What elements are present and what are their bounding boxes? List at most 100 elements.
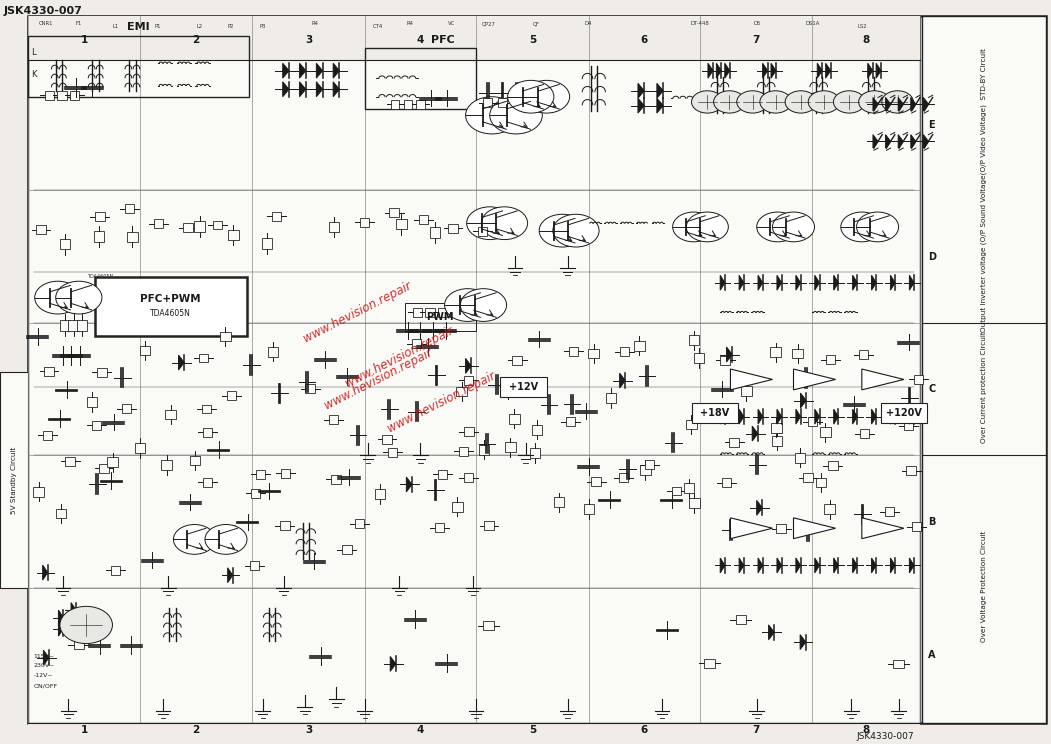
Bar [828,461,838,470]
Bar [203,428,212,437]
Bar [60,320,70,331]
Text: 1: 1 [81,35,87,45]
Polygon shape [466,359,471,373]
Circle shape [553,214,599,247]
Polygon shape [909,558,914,573]
Bar [686,420,697,429]
Bar [404,100,412,109]
Bar [500,377,547,397]
Text: CNR1: CNR1 [39,22,54,26]
Bar [554,498,564,507]
Polygon shape [909,409,914,424]
Circle shape [859,91,890,113]
Polygon shape [758,558,763,573]
Circle shape [757,212,799,242]
Text: L2: L2 [197,24,203,28]
Bar [268,347,279,356]
Bar [95,212,104,221]
Bar [689,498,700,507]
Bar [44,367,54,376]
Text: EMI: EMI [127,22,150,32]
Polygon shape [890,558,895,573]
Text: 2: 2 [192,35,200,45]
Text: E: E [928,120,935,130]
Text: 7: 7 [753,725,760,735]
Polygon shape [283,63,289,78]
Polygon shape [868,63,872,78]
Bar [477,227,487,236]
Text: QF: QF [533,22,539,26]
Circle shape [808,91,840,113]
Polygon shape [59,610,63,625]
Bar [281,469,290,478]
Polygon shape [657,98,663,113]
Bar [127,231,138,242]
Polygon shape [657,83,663,98]
Text: 5: 5 [529,725,536,735]
Text: VC: VC [449,22,455,26]
Bar [74,640,84,649]
Text: TDA4605N: TDA4605N [150,310,191,318]
Bar [619,473,628,482]
Bar [913,375,923,384]
Circle shape [686,212,728,242]
Polygon shape [739,275,744,290]
Bar [452,502,462,512]
Text: DS1A: DS1A [805,22,820,26]
Circle shape [460,289,507,321]
Circle shape [673,212,715,242]
Bar [741,386,751,396]
Bar [56,508,66,518]
Text: L: L [32,48,36,57]
Polygon shape [771,63,776,78]
Bar [359,218,370,227]
Bar [199,353,208,362]
Circle shape [56,281,102,314]
Text: F1: F1 [76,22,82,26]
Polygon shape [777,558,782,573]
Polygon shape [753,426,758,441]
Polygon shape [871,275,877,290]
Polygon shape [909,275,914,290]
Bar [502,385,513,394]
Bar [412,339,421,348]
Text: Over Current protection Circuit: Over Current protection Circuit [981,332,987,443]
Polygon shape [899,97,903,111]
Text: 6: 6 [641,725,647,735]
Bar [704,659,715,668]
Polygon shape [796,275,801,290]
Bar [306,384,315,393]
Bar [592,478,601,487]
Bar [389,208,399,217]
Bar [329,222,339,232]
Text: B: B [928,516,935,527]
Bar [532,425,542,434]
Text: PWM: PWM [427,312,454,322]
Bar [280,522,289,530]
Polygon shape [316,82,323,97]
Polygon shape [763,63,767,78]
Circle shape [481,207,528,240]
Polygon shape [873,135,878,148]
Polygon shape [924,135,928,148]
Bar [859,350,868,359]
Polygon shape [862,369,904,390]
Bar [465,428,474,437]
Bar [122,404,131,413]
Bar [885,507,894,516]
Text: 1: 1 [81,725,87,735]
Circle shape [467,207,513,240]
Bar [107,458,118,467]
Bar [512,356,521,365]
Text: ON/OFF: ON/OFF [34,684,58,688]
Bar [65,457,75,466]
Polygon shape [794,518,836,539]
Polygon shape [739,558,744,573]
Bar [463,376,473,385]
Bar [87,397,98,407]
Polygon shape [620,373,625,388]
Bar [355,519,365,528]
Text: PFC+PWM: PFC+PWM [141,295,201,304]
Bar [911,522,921,531]
Polygon shape [43,565,47,580]
